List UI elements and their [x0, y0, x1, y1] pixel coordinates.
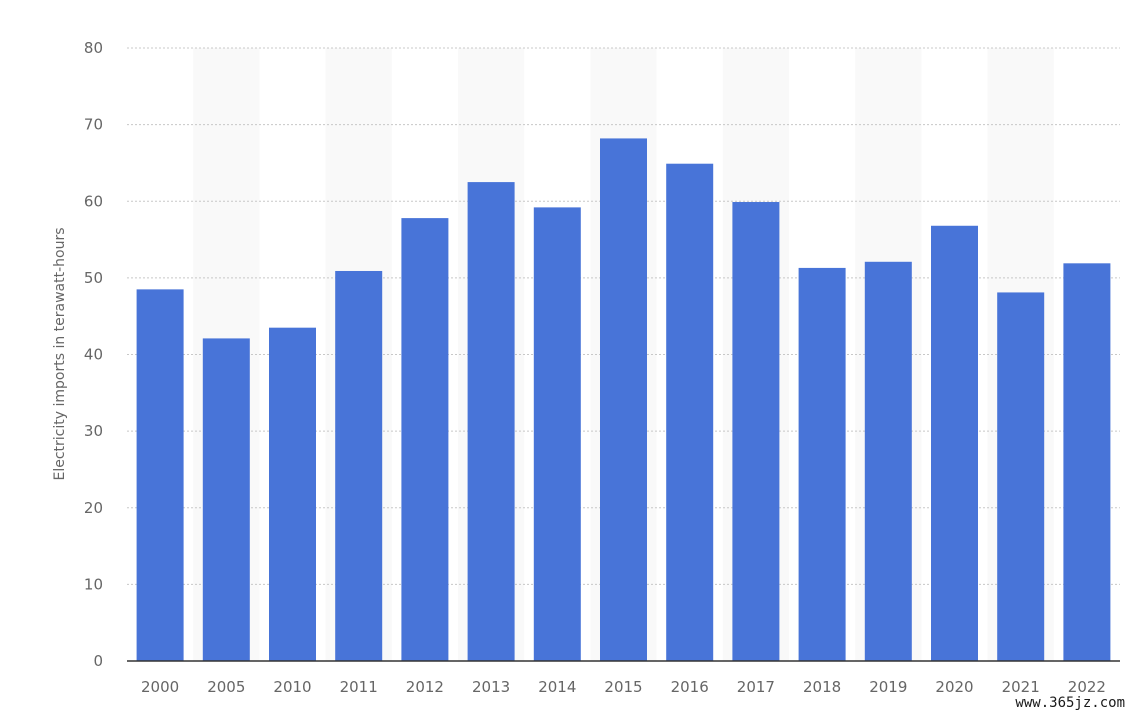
x-tick-label: 2018 — [803, 678, 841, 696]
y-axis-title: Electricity imports in terawatt-hours — [52, 227, 68, 480]
x-tick-label: 2020 — [935, 678, 973, 696]
x-tick-label: 2010 — [273, 678, 311, 696]
bar[interactable] — [335, 270, 383, 661]
x-tick-label: 2021 — [1002, 678, 1040, 696]
x-tick-label: 2014 — [538, 678, 576, 696]
x-tick-label: 2015 — [604, 678, 642, 696]
x-tick-label: 2013 — [472, 678, 510, 696]
x-tick-label: 2019 — [869, 678, 907, 696]
x-tick-label: 2005 — [207, 678, 245, 696]
bar[interactable] — [931, 225, 978, 661]
x-tick-label: 2011 — [340, 678, 378, 696]
bar[interactable] — [533, 207, 581, 661]
bar[interactable] — [269, 327, 316, 661]
watermark-text: www.365jz.com — [1015, 695, 1125, 711]
bar[interactable] — [864, 261, 912, 661]
x-axis-tick-labels: 2000 2005 2010 2011 2012 2013 2014 2015 2016 2017… — [141, 678, 1106, 696]
y-tick-label: 60 — [84, 192, 103, 210]
bar[interactable] — [467, 182, 515, 661]
y-tick-label: 70 — [84, 116, 103, 134]
x-tick-label: 2000 — [141, 678, 179, 696]
y-axis-tick-labels: 0 10 20 30 40 50 60 70 80 — [84, 39, 103, 670]
bar[interactable] — [666, 163, 714, 662]
bar[interactable] — [202, 338, 250, 661]
y-tick-label: 0 — [93, 652, 103, 670]
y-tick-label: 20 — [84, 499, 103, 517]
x-tick-label: 2012 — [406, 678, 444, 696]
x-tick-label: 2016 — [671, 678, 709, 696]
y-tick-label: 30 — [84, 422, 103, 440]
bars — [136, 138, 1111, 662]
bar[interactable] — [136, 289, 184, 661]
bar[interactable] — [798, 267, 846, 661]
y-tick-label: 40 — [84, 346, 103, 364]
bar[interactable] — [1063, 263, 1111, 661]
y-tick-label: 80 — [84, 39, 103, 57]
x-tick-label: 2017 — [737, 678, 775, 696]
bar[interactable] — [600, 138, 647, 662]
y-tick-label: 10 — [84, 575, 103, 593]
bar[interactable] — [732, 202, 780, 662]
x-tick-label: 2022 — [1068, 678, 1106, 696]
bar[interactable] — [401, 218, 449, 662]
y-tick-label: 50 — [84, 269, 103, 287]
bar[interactable] — [997, 292, 1045, 661]
